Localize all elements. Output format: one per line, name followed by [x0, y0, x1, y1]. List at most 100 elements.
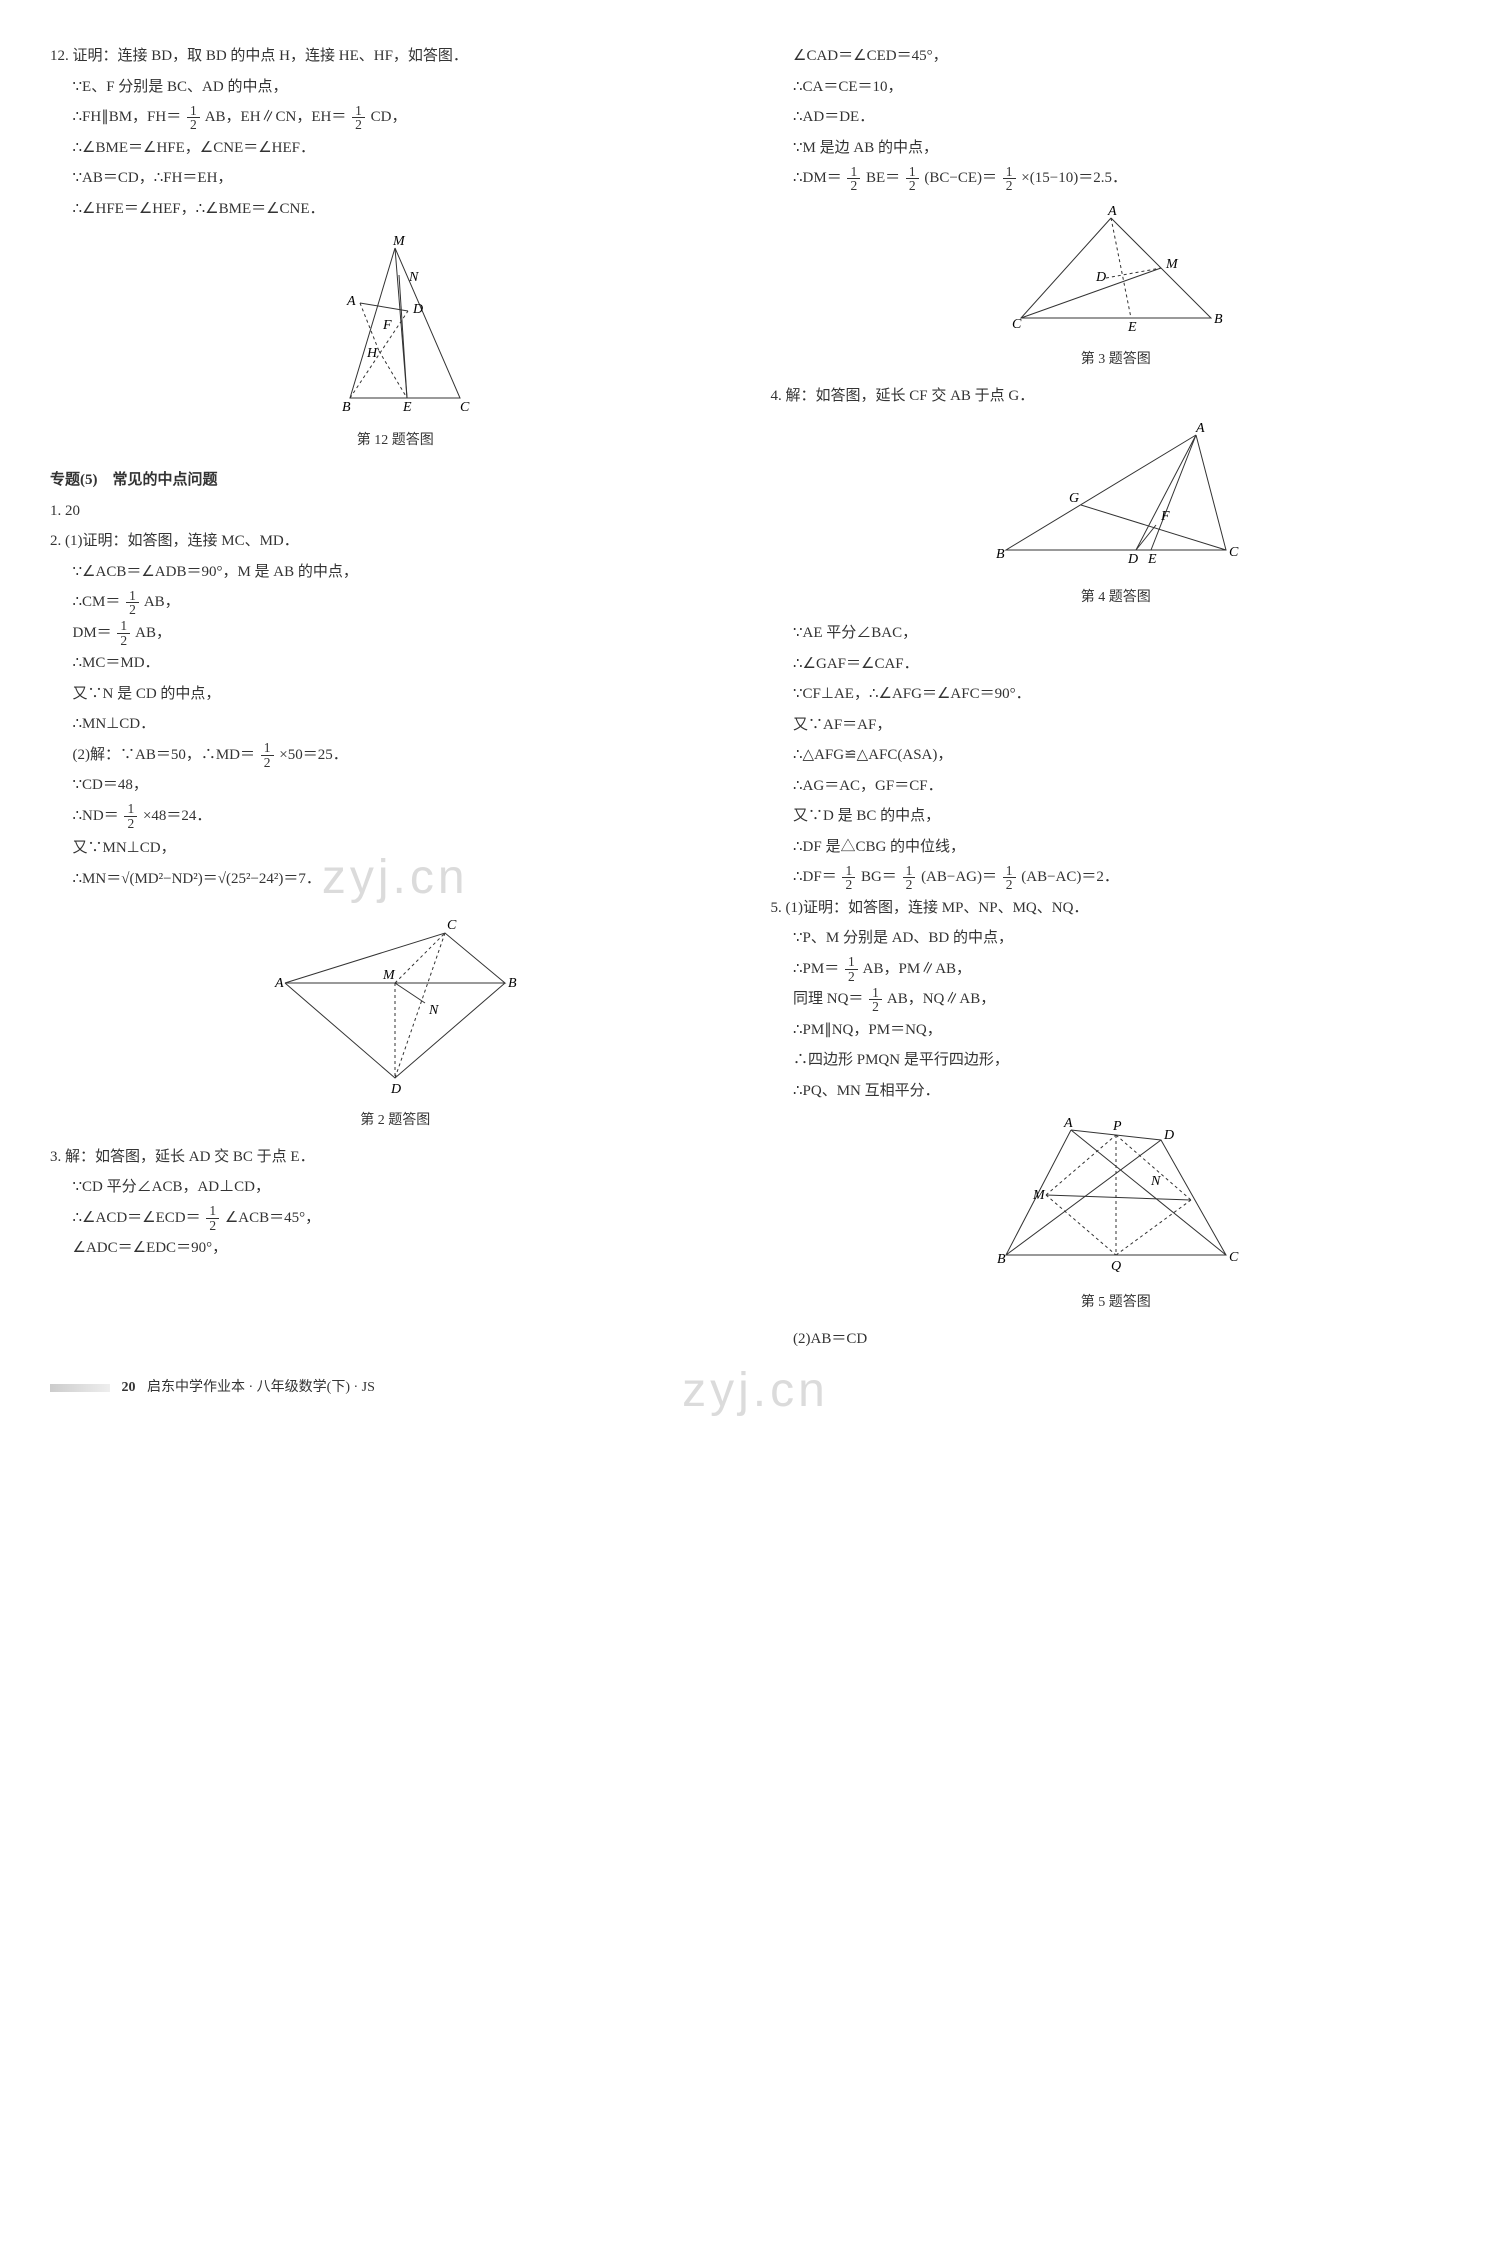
q3b-l5: ∴DM＝ 12 BE＝ 12 (BC−CE)＝ 12 ×(15−10)＝2.5． [771, 164, 1462, 193]
section-5-title: 专题(5) 常见的中点问题 [50, 466, 741, 495]
lbl-M: M [382, 968, 396, 983]
q2-l3: ∴CM＝ 12 AB， [50, 588, 741, 617]
q3-l3a: ∴∠ACD＝∠ECD＝ [73, 1210, 201, 1226]
q2-l4b: AB， [135, 625, 171, 641]
frac-half: 12 [117, 619, 130, 647]
lbl-N: N [408, 270, 419, 285]
lbl-C: C [447, 918, 457, 933]
q4-l7: ∴AG＝AC，GF＝CF． [771, 772, 1462, 801]
footer-text: 启东中学作业本 · 八年级数学(下) · JS [147, 1380, 375, 1395]
p12-l5: ∵AB＝CD，∴FH＝EH， [50, 164, 741, 193]
lbl-D: D [412, 302, 423, 317]
q2-l8: (2)解：∵AB＝50，∴MD＝ 12 ×50＝25． [50, 741, 741, 770]
q2-l1: 2. (1)证明：如答图，连接 MC、MD． [50, 527, 741, 556]
lbl-N: N [428, 1003, 439, 1018]
q2-caption: 第 2 题答图 [50, 1108, 741, 1135]
frac-half: 12 [187, 104, 200, 132]
q5-l3b: AB，PM∥AB， [863, 961, 971, 977]
frac-half: 12 [1003, 864, 1016, 892]
q4-l10: ∴DF＝ 12 BG＝ 12 (AB−AG)＝ 12 (AB−AC)＝2． [771, 863, 1462, 892]
lbl-B: B [1214, 312, 1223, 327]
q3b-l5a: ∴DM＝ [793, 170, 842, 186]
lbl-E: E [402, 400, 412, 413]
frac-half: 12 [261, 741, 274, 769]
q5-l7: ∴PQ、MN 互相平分． [771, 1077, 1462, 1106]
q3-l4: ∠ADC＝∠EDC＝90°， [50, 1234, 741, 1263]
lbl-E: E [1147, 552, 1157, 567]
lbl-A: A [1063, 1116, 1073, 1131]
q4-diagram: A G F B D E C [771, 420, 1462, 581]
frac-half: 12 [352, 104, 365, 132]
q2-l7: ∴MN⊥CD． [50, 710, 741, 739]
q4-caption: 第 4 题答图 [771, 585, 1462, 612]
q3-l1: 3. 解：如答图，延长 AD 交 BC 于点 E． [50, 1143, 741, 1172]
p12-l3b: AB，EH∥CN，EH＝ [205, 109, 347, 125]
lbl-C: C [1229, 1250, 1239, 1265]
lbl-M: M [1032, 1188, 1046, 1203]
frac-half: 12 [124, 802, 137, 830]
lbl-B: B [508, 976, 517, 991]
q2-l10b: ×48＝24． [143, 808, 211, 824]
q2-l3a: ∴CM＝ [73, 594, 121, 610]
q2-l8a: (2)解：∵AB＝50，∴MD＝ [73, 747, 256, 763]
p12-l3c: CD， [371, 109, 407, 125]
q3b-l5d: ×(15−10)＝2.5． [1021, 170, 1127, 186]
q5-l3: ∴PM＝ 12 AB，PM∥AB， [771, 955, 1462, 984]
q5-l4b: AB，NQ∥AB， [887, 991, 995, 1007]
lbl-D: D [1127, 552, 1138, 567]
page-body: 12. 证明：连接 BD，取 BD 的中点 H，连接 HE、HF，如答图． ∵E… [50, 40, 1461, 1355]
lbl-P: P [1112, 1119, 1122, 1134]
lbl-F: F [382, 318, 392, 333]
footer-bar-icon [50, 1384, 110, 1392]
lbl-N: N [1150, 1174, 1161, 1189]
p12-l1: 12. 证明：连接 BD，取 BD 的中点 H，连接 HE、HF，如答图． [50, 42, 741, 71]
lbl-A: A [346, 294, 356, 309]
lbl-A: A [1107, 204, 1117, 219]
q2-diagram: A B C D M N [50, 903, 741, 1104]
lbl-C: C [1012, 317, 1022, 332]
q5-l4a: 同理 NQ＝ [793, 991, 863, 1007]
q2-l3b: AB， [144, 594, 180, 610]
p12-l3: ∴FH∥BM，FH＝ 12 AB，EH∥CN，EH＝ 12 CD， [50, 103, 741, 132]
lbl-A: A [274, 976, 284, 991]
lbl-B: B [997, 1252, 1006, 1267]
frac-half: 12 [869, 986, 882, 1014]
p12-caption: 第 12 题答图 [50, 428, 741, 455]
right-column: ∠CAD＝∠CED＝45°， ∴CA＝CE＝10， ∴AD＝DE． ∵M 是边 … [771, 40, 1462, 1355]
q5-l5: ∴PM∥NQ，PM＝NQ， [771, 1016, 1462, 1045]
left-column: 12. 证明：连接 BD，取 BD 的中点 H，连接 HE、HF，如答图． ∵E… [50, 40, 741, 1355]
frac-half: 12 [126, 589, 139, 617]
frac-half: 12 [842, 864, 855, 892]
q3b-l2: ∴CA＝CE＝10， [771, 73, 1462, 102]
p12-l2: ∵E、F 分别是 BC、AD 的中点， [50, 73, 741, 102]
lbl-M: M [392, 234, 406, 249]
q5-l6: ∴四边形 PMQN 是平行四边形， [771, 1046, 1462, 1075]
q2-l6: 又∵N 是 CD 的中点， [50, 680, 741, 709]
q4-l3: ∴∠GAF＝∠CAF． [771, 650, 1462, 679]
p12-l6: ∴∠HFE＝∠HEF，∴∠BME＝∠CNE． [50, 195, 741, 224]
q4-l1: 4. 解：如答图，延长 CF 交 AB 于点 G． [771, 382, 1462, 411]
q5-l3a: ∴PM＝ [793, 961, 839, 977]
lbl-A: A [1195, 421, 1205, 436]
lbl-D: D [1095, 270, 1106, 285]
q4-l2: ∵AE 平分∠BAC， [771, 619, 1462, 648]
q4-l6: ∴△AFG≌△AFC(ASA)， [771, 741, 1462, 770]
q3-diagram: A M D C E B [771, 203, 1462, 344]
lbl-B: B [996, 547, 1005, 562]
q5-l4: 同理 NQ＝ 12 AB，NQ∥AB， [771, 985, 1462, 1014]
q3b-l1: ∠CAD＝∠CED＝45°， [771, 42, 1462, 71]
frac-half: 12 [1003, 165, 1016, 193]
q4-l10a: ∴DF＝ [793, 869, 837, 885]
q4-l10b: BG＝ [861, 869, 897, 885]
lbl-H: H [366, 346, 378, 361]
lbl-D: D [1163, 1128, 1174, 1143]
q2-l10a: ∴ND＝ [73, 808, 119, 824]
p12-diagram: M N A D F H B E C [50, 233, 741, 424]
q2-l4: DM＝ 12 AB， [50, 619, 741, 648]
frac-half: 12 [845, 955, 858, 983]
lbl-Q: Q [1111, 1259, 1121, 1274]
lbl-C: C [460, 400, 470, 413]
frac-half: 12 [847, 165, 860, 193]
footer-page-number: 20 [122, 1380, 136, 1395]
q4-l8: 又∵D 是 BC 的中点， [771, 802, 1462, 831]
